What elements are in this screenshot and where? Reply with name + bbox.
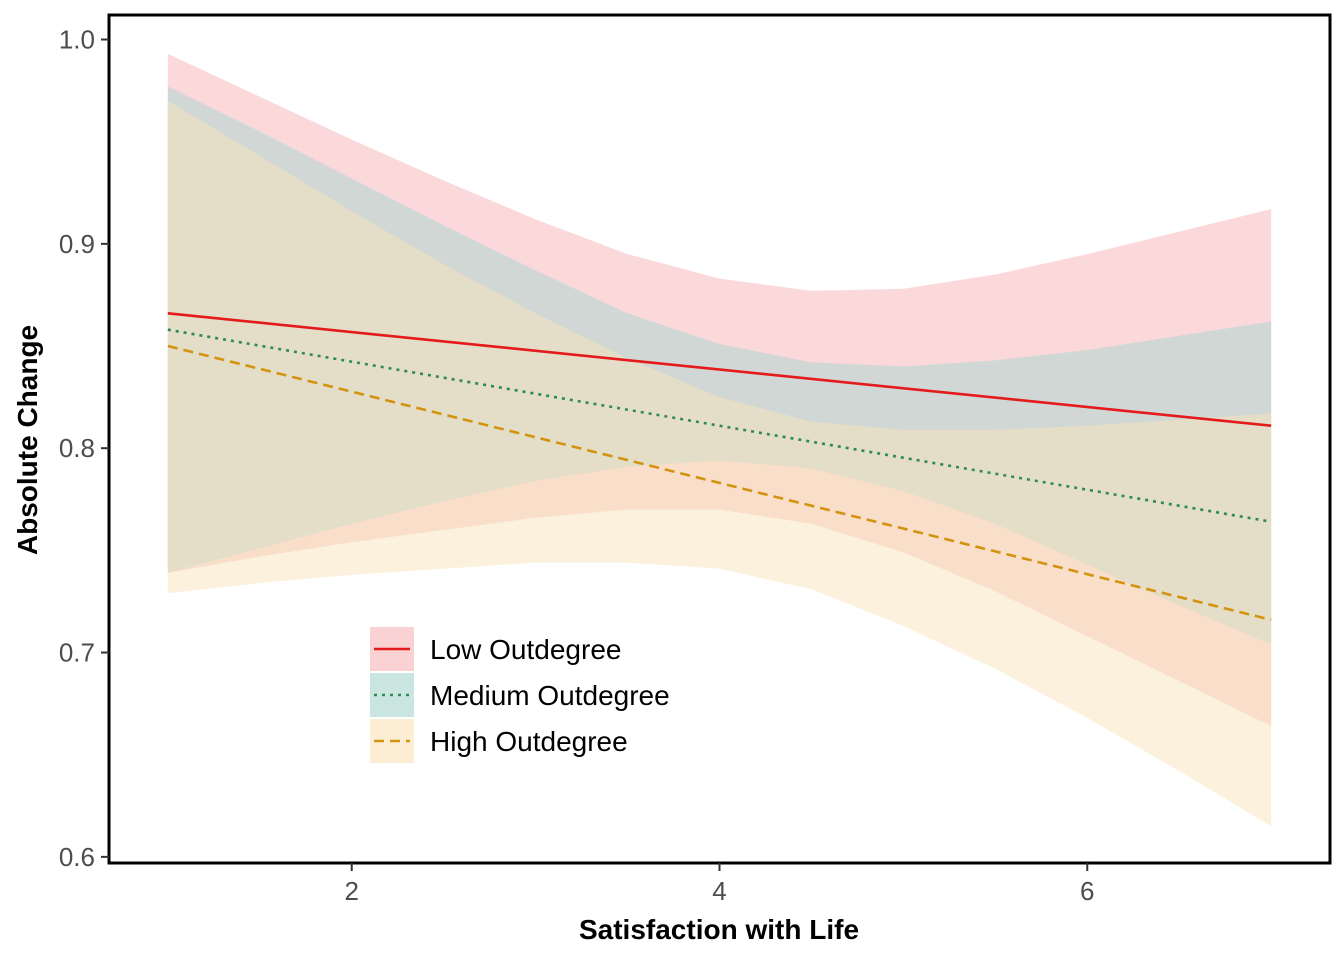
line-medium-outdegree <box>167 328 1272 524</box>
x-tick-label: 2 <box>344 876 358 906</box>
y-axis: 0.6 0.7 0.8 0.9 1.0 <box>59 15 111 872</box>
x-axis-title: Satisfaction with Life <box>579 914 859 945</box>
y-tick-label: 0.8 <box>59 433 95 463</box>
legend: Low Outdegree Medium Outdegree High Outdeg… <box>370 627 670 763</box>
y-tick-label: 0.6 <box>59 842 95 872</box>
x-tick-label: 6 <box>1080 876 1094 906</box>
y-tick-label: 1.0 <box>59 25 95 55</box>
x-tick-label: 4 <box>712 876 726 906</box>
x-axis: 2 4 6 <box>109 861 1330 906</box>
lines-layer <box>167 312 1272 622</box>
y-tick-label: 0.9 <box>59 229 95 259</box>
line-high-outdegree <box>167 344 1272 622</box>
ribbons-layer <box>167 53 1272 827</box>
line-low-outdegree <box>167 312 1272 428</box>
legend-label-medium-outdegree: Medium Outdegree <box>430 680 670 711</box>
ribbon-high-outdegree <box>167 100 1272 827</box>
y-tick-label: 0.7 <box>59 638 95 668</box>
y-axis-title: Absolute Change <box>12 325 43 555</box>
legend-label-low-outdegree: Low Outdegree <box>430 634 621 665</box>
legend-label-high-outdegree: High Outdegree <box>430 726 628 757</box>
